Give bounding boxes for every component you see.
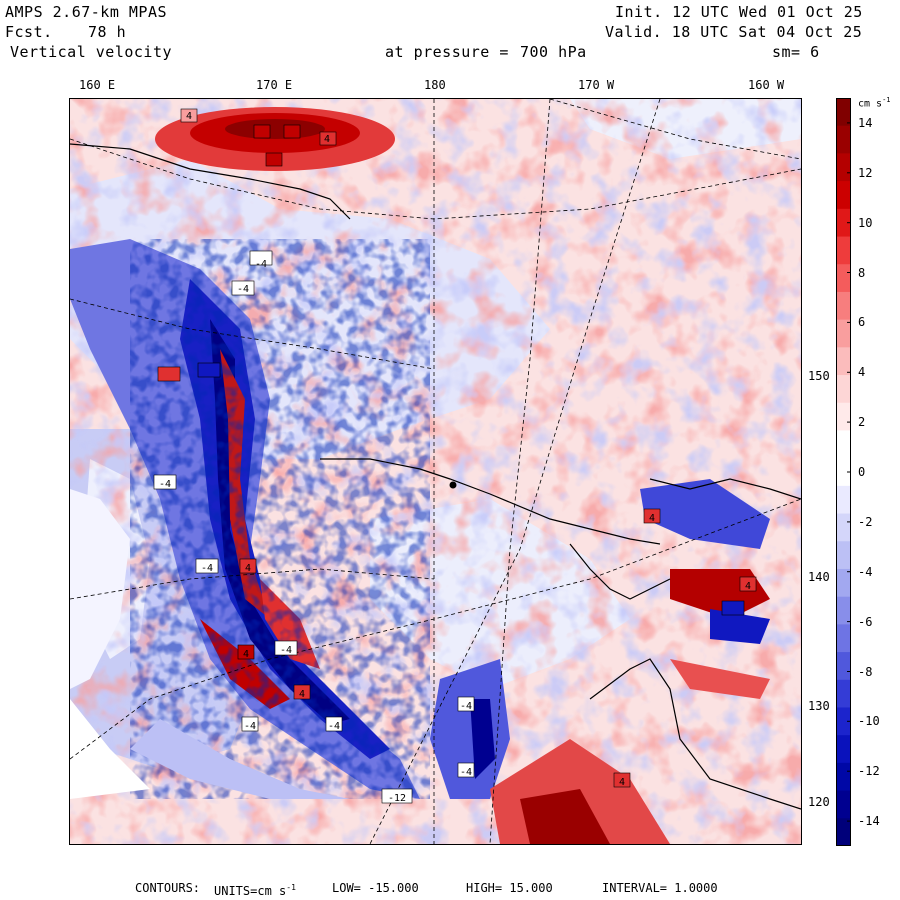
colorbar-swatch — [836, 236, 851, 265]
colorbar-swatch — [836, 790, 851, 819]
colorbar-swatch — [836, 652, 851, 681]
colorbar-swatch — [836, 402, 851, 432]
model-title: AMPS 2.67-km MPAS — [5, 3, 168, 21]
contour-label: 4 — [745, 581, 751, 592]
colorbar-tick-label: 6 — [858, 315, 866, 330]
contour-label: -4 — [201, 563, 213, 574]
init-time: Init. 12 UTC Wed 01 Oct 25 — [615, 3, 863, 21]
field-name: Vertical velocity — [10, 43, 173, 61]
colorbar-swatch — [836, 181, 851, 210]
colorbar-tick-label: -6 — [858, 614, 873, 629]
contour-label: -4 — [328, 721, 340, 732]
colorbar-swatch — [836, 762, 851, 792]
colorbar-swatch — [836, 208, 851, 238]
colorbar-tick-label: -2 — [858, 514, 873, 529]
colorbar-tick-label: -10 — [858, 714, 880, 729]
station-marker — [449, 481, 457, 489]
bottom-sector — [130, 659, 670, 844]
coastlines — [70, 143, 801, 810]
colorbar-scale — [836, 98, 851, 846]
colorbar-swatch — [836, 125, 851, 154]
colorbar-tick-label: -14 — [858, 814, 880, 829]
right-cluster — [640, 479, 770, 699]
forecast-label: Fcst. — [5, 23, 53, 41]
contour-label: 4 — [245, 563, 251, 574]
footer-units: UNITS=cm s-1 — [214, 883, 296, 898]
graticule — [70, 99, 801, 844]
forecast-hour: 78 h — [88, 23, 127, 41]
colorbar-tick-label: -8 — [858, 664, 873, 679]
colorbar-tick-label: 2 — [858, 415, 866, 430]
colorbar — [836, 98, 851, 846]
contour-label: -4 — [237, 284, 249, 295]
valid-time: Valid. 18 UTC Sat 04 Oct 25 — [605, 23, 863, 41]
footer-interval: INTERVAL= 1.0000 — [602, 881, 718, 895]
pressure-value: 700 hPa — [520, 43, 587, 61]
contour-label: -4 — [460, 701, 472, 712]
colorbar-swatch — [836, 513, 851, 542]
colorbar-swatch — [836, 264, 851, 293]
colorbar-swatch — [836, 347, 851, 376]
lon-label-180: 180 — [424, 78, 446, 92]
vertical-velocity-map: 4 -4 -4 -4 -4 4 4 -4 4 4 -4 -12 4 4 -4 4… — [69, 98, 802, 845]
colorbar-tick-label: 4 — [858, 365, 866, 380]
contour-label: 4 — [299, 689, 305, 700]
pressure-label: at pressure = — [385, 43, 509, 61]
colorbar-swatch — [836, 707, 851, 736]
lon-label-160w: 160 W — [748, 78, 785, 92]
colorbar-tick-label: 8 — [858, 265, 866, 280]
colorbar-swatch — [836, 458, 851, 487]
colorbar-swatch — [836, 568, 851, 598]
contour-label: 4 — [324, 134, 330, 145]
contour-label: 4 — [186, 111, 192, 122]
contour-label: -4 — [244, 721, 256, 732]
colorbar-swatch — [836, 485, 851, 515]
contour-labels — [153, 108, 757, 804]
colorbar-tick-label: 12 — [858, 165, 873, 180]
contour-label: 4 — [619, 777, 625, 788]
contour-label: 4 — [649, 513, 655, 524]
colorbar-swatch — [836, 153, 851, 182]
colorbar-tick-label: -4 — [858, 564, 873, 579]
colorbar-swatch — [836, 735, 851, 764]
contour-label: -12 — [388, 793, 406, 804]
lon-label-170w: 170 W — [578, 78, 615, 92]
colorbar-swatch — [836, 679, 851, 709]
footer-high: HIGH= 15.000 — [466, 881, 553, 895]
mountain-band — [70, 239, 430, 799]
colorbar-swatch — [836, 375, 851, 404]
smoothing-label: sm= 6 — [772, 43, 820, 61]
colorbar-tick-label: 0 — [858, 465, 866, 479]
contour-label: -4 — [159, 479, 171, 490]
colorbar-units: cm s-1 — [858, 96, 891, 110]
colorbar-swatch — [836, 291, 851, 321]
footer-contours: CONTOURS: — [135, 881, 201, 895]
colorbar-swatch — [836, 98, 851, 127]
colorbar-swatch — [836, 818, 851, 846]
contour-label: -4 — [460, 767, 472, 778]
colorbar-tick-label: -12 — [858, 764, 880, 779]
colorbar-tick-label: 14 — [858, 115, 873, 130]
contour-label: -4 — [255, 259, 267, 270]
colorbar-swatch — [836, 430, 851, 459]
map-canvas: 4 -4 -4 -4 -4 4 4 -4 4 4 -4 -12 4 4 -4 4… — [70, 99, 801, 844]
lon-label-160e: 160 E — [79, 78, 116, 92]
colorbar-tick-label: 10 — [858, 215, 873, 230]
contour-label: -4 — [280, 645, 292, 656]
colorbar-swatch — [836, 596, 851, 625]
lon-label-170e: 170 E — [256, 78, 293, 92]
colorbar-swatch — [836, 319, 851, 348]
colorbar-swatch — [836, 624, 851, 653]
footer-low: LOW= -15.000 — [332, 881, 419, 895]
colorbar-swatch — [836, 541, 851, 570]
contour-label: 4 — [243, 649, 249, 660]
